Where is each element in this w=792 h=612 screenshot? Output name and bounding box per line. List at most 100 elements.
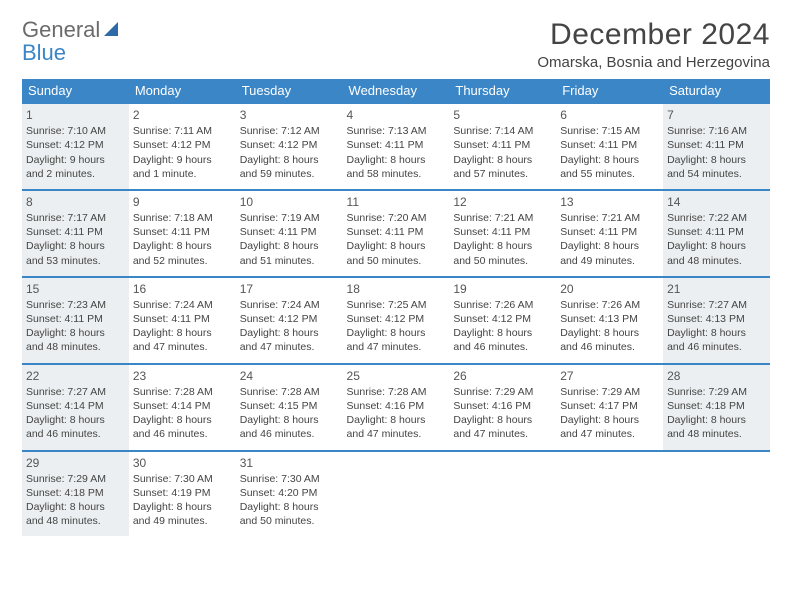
sunrise-text: Sunrise: 7:28 AM bbox=[133, 385, 232, 399]
day-number: 18 bbox=[347, 281, 446, 297]
calendar-table: Sunday Monday Tuesday Wednesday Thursday… bbox=[22, 79, 770, 536]
daylight-text: Daylight: 8 hours and 47 minutes. bbox=[133, 326, 232, 354]
day-number: 23 bbox=[133, 368, 232, 384]
sunrise-text: Sunrise: 7:26 AM bbox=[453, 298, 552, 312]
calendar-cell: 18Sunrise: 7:25 AMSunset: 4:12 PMDayligh… bbox=[343, 277, 450, 364]
calendar-cell: 29Sunrise: 7:29 AMSunset: 4:18 PMDayligh… bbox=[22, 451, 129, 537]
daylight-text: Daylight: 8 hours and 46 minutes. bbox=[26, 413, 125, 441]
daylight-text: Daylight: 8 hours and 51 minutes. bbox=[240, 239, 339, 267]
daylight-text: Daylight: 8 hours and 49 minutes. bbox=[133, 500, 232, 528]
sunrise-text: Sunrise: 7:28 AM bbox=[347, 385, 446, 399]
daylight-text: Daylight: 8 hours and 48 minutes. bbox=[26, 500, 125, 528]
calendar-cell: 10Sunrise: 7:19 AMSunset: 4:11 PMDayligh… bbox=[236, 190, 343, 277]
sunrise-text: Sunrise: 7:18 AM bbox=[133, 211, 232, 225]
daylight-text: Daylight: 8 hours and 50 minutes. bbox=[347, 239, 446, 267]
calendar-cell: 22Sunrise: 7:27 AMSunset: 4:14 PMDayligh… bbox=[22, 364, 129, 451]
day-number: 8 bbox=[26, 194, 125, 210]
day-number: 29 bbox=[26, 455, 125, 471]
daylight-text: Daylight: 9 hours and 2 minutes. bbox=[26, 153, 125, 181]
day-number: 4 bbox=[347, 107, 446, 123]
sunset-text: Sunset: 4:18 PM bbox=[667, 399, 766, 413]
day-number: 5 bbox=[453, 107, 552, 123]
dayhead-sun: Sunday bbox=[22, 79, 129, 103]
dayhead-tue: Tuesday bbox=[236, 79, 343, 103]
day-number: 2 bbox=[133, 107, 232, 123]
sunrise-text: Sunrise: 7:23 AM bbox=[26, 298, 125, 312]
sunset-text: Sunset: 4:14 PM bbox=[26, 399, 125, 413]
sunrise-text: Sunrise: 7:28 AM bbox=[240, 385, 339, 399]
daylight-text: Daylight: 8 hours and 46 minutes. bbox=[560, 326, 659, 354]
calendar-cell: 17Sunrise: 7:24 AMSunset: 4:12 PMDayligh… bbox=[236, 277, 343, 364]
day-number: 25 bbox=[347, 368, 446, 384]
daylight-text: Daylight: 8 hours and 55 minutes. bbox=[560, 153, 659, 181]
calendar-head: Sunday Monday Tuesday Wednesday Thursday… bbox=[22, 79, 770, 103]
calendar-row: 29Sunrise: 7:29 AMSunset: 4:18 PMDayligh… bbox=[22, 451, 770, 537]
sunrise-text: Sunrise: 7:24 AM bbox=[240, 298, 339, 312]
sunset-text: Sunset: 4:12 PM bbox=[240, 312, 339, 326]
sunset-text: Sunset: 4:11 PM bbox=[667, 225, 766, 239]
calendar-row: 22Sunrise: 7:27 AMSunset: 4:14 PMDayligh… bbox=[22, 364, 770, 451]
calendar-cell: 21Sunrise: 7:27 AMSunset: 4:13 PMDayligh… bbox=[663, 277, 770, 364]
sunset-text: Sunset: 4:11 PM bbox=[133, 312, 232, 326]
sunrise-text: Sunrise: 7:14 AM bbox=[453, 124, 552, 138]
day-number: 16 bbox=[133, 281, 232, 297]
calendar-cell bbox=[343, 451, 450, 537]
day-number: 13 bbox=[560, 194, 659, 210]
calendar-cell: 1Sunrise: 7:10 AMSunset: 4:12 PMDaylight… bbox=[22, 103, 129, 190]
sunrise-text: Sunrise: 7:24 AM bbox=[133, 298, 232, 312]
daylight-text: Daylight: 8 hours and 46 minutes. bbox=[240, 413, 339, 441]
brand-text: General Blue bbox=[22, 18, 100, 64]
sunrise-text: Sunrise: 7:16 AM bbox=[667, 124, 766, 138]
calendar-cell: 13Sunrise: 7:21 AMSunset: 4:11 PMDayligh… bbox=[556, 190, 663, 277]
sunrise-text: Sunrise: 7:25 AM bbox=[347, 298, 446, 312]
sunset-text: Sunset: 4:11 PM bbox=[347, 138, 446, 152]
daylight-text: Daylight: 8 hours and 48 minutes. bbox=[667, 239, 766, 267]
daylight-text: Daylight: 8 hours and 59 minutes. bbox=[240, 153, 339, 181]
day-number: 27 bbox=[560, 368, 659, 384]
calendar-row: 15Sunrise: 7:23 AMSunset: 4:11 PMDayligh… bbox=[22, 277, 770, 364]
daylight-text: Daylight: 8 hours and 50 minutes. bbox=[240, 500, 339, 528]
dayhead-wed: Wednesday bbox=[343, 79, 450, 103]
sunset-text: Sunset: 4:13 PM bbox=[560, 312, 659, 326]
sunset-text: Sunset: 4:11 PM bbox=[347, 225, 446, 239]
sunset-text: Sunset: 4:11 PM bbox=[26, 312, 125, 326]
sunrise-text: Sunrise: 7:27 AM bbox=[667, 298, 766, 312]
sail-icon bbox=[104, 22, 118, 36]
sunset-text: Sunset: 4:12 PM bbox=[133, 138, 232, 152]
calendar-cell: 27Sunrise: 7:29 AMSunset: 4:17 PMDayligh… bbox=[556, 364, 663, 451]
calendar-cell: 19Sunrise: 7:26 AMSunset: 4:12 PMDayligh… bbox=[449, 277, 556, 364]
daylight-text: Daylight: 8 hours and 49 minutes. bbox=[560, 239, 659, 267]
sunset-text: Sunset: 4:15 PM bbox=[240, 399, 339, 413]
sunset-text: Sunset: 4:16 PM bbox=[347, 399, 446, 413]
daylight-text: Daylight: 8 hours and 52 minutes. bbox=[133, 239, 232, 267]
sunrise-text: Sunrise: 7:22 AM bbox=[667, 211, 766, 225]
sunset-text: Sunset: 4:17 PM bbox=[560, 399, 659, 413]
sunset-text: Sunset: 4:12 PM bbox=[26, 138, 125, 152]
day-number: 17 bbox=[240, 281, 339, 297]
calendar-cell: 8Sunrise: 7:17 AMSunset: 4:11 PMDaylight… bbox=[22, 190, 129, 277]
daylight-text: Daylight: 8 hours and 47 minutes. bbox=[453, 413, 552, 441]
day-number: 21 bbox=[667, 281, 766, 297]
sunset-text: Sunset: 4:11 PM bbox=[560, 138, 659, 152]
day-number: 26 bbox=[453, 368, 552, 384]
sunrise-text: Sunrise: 7:29 AM bbox=[26, 472, 125, 486]
sunrise-text: Sunrise: 7:13 AM bbox=[347, 124, 446, 138]
sunrise-text: Sunrise: 7:12 AM bbox=[240, 124, 339, 138]
daylight-text: Daylight: 8 hours and 53 minutes. bbox=[26, 239, 125, 267]
sunrise-text: Sunrise: 7:29 AM bbox=[560, 385, 659, 399]
calendar-cell: 4Sunrise: 7:13 AMSunset: 4:11 PMDaylight… bbox=[343, 103, 450, 190]
sunset-text: Sunset: 4:19 PM bbox=[133, 486, 232, 500]
sunrise-text: Sunrise: 7:21 AM bbox=[560, 211, 659, 225]
daylight-text: Daylight: 8 hours and 57 minutes. bbox=[453, 153, 552, 181]
sunrise-text: Sunrise: 7:17 AM bbox=[26, 211, 125, 225]
sunset-text: Sunset: 4:11 PM bbox=[240, 225, 339, 239]
sunset-text: Sunset: 4:20 PM bbox=[240, 486, 339, 500]
sunrise-text: Sunrise: 7:11 AM bbox=[133, 124, 232, 138]
calendar-cell bbox=[556, 451, 663, 537]
calendar-cell: 3Sunrise: 7:12 AMSunset: 4:12 PMDaylight… bbox=[236, 103, 343, 190]
calendar-cell: 25Sunrise: 7:28 AMSunset: 4:16 PMDayligh… bbox=[343, 364, 450, 451]
day-number: 6 bbox=[560, 107, 659, 123]
calendar-row: 1Sunrise: 7:10 AMSunset: 4:12 PMDaylight… bbox=[22, 103, 770, 190]
sunset-text: Sunset: 4:11 PM bbox=[133, 225, 232, 239]
calendar-row: 8Sunrise: 7:17 AMSunset: 4:11 PMDaylight… bbox=[22, 190, 770, 277]
